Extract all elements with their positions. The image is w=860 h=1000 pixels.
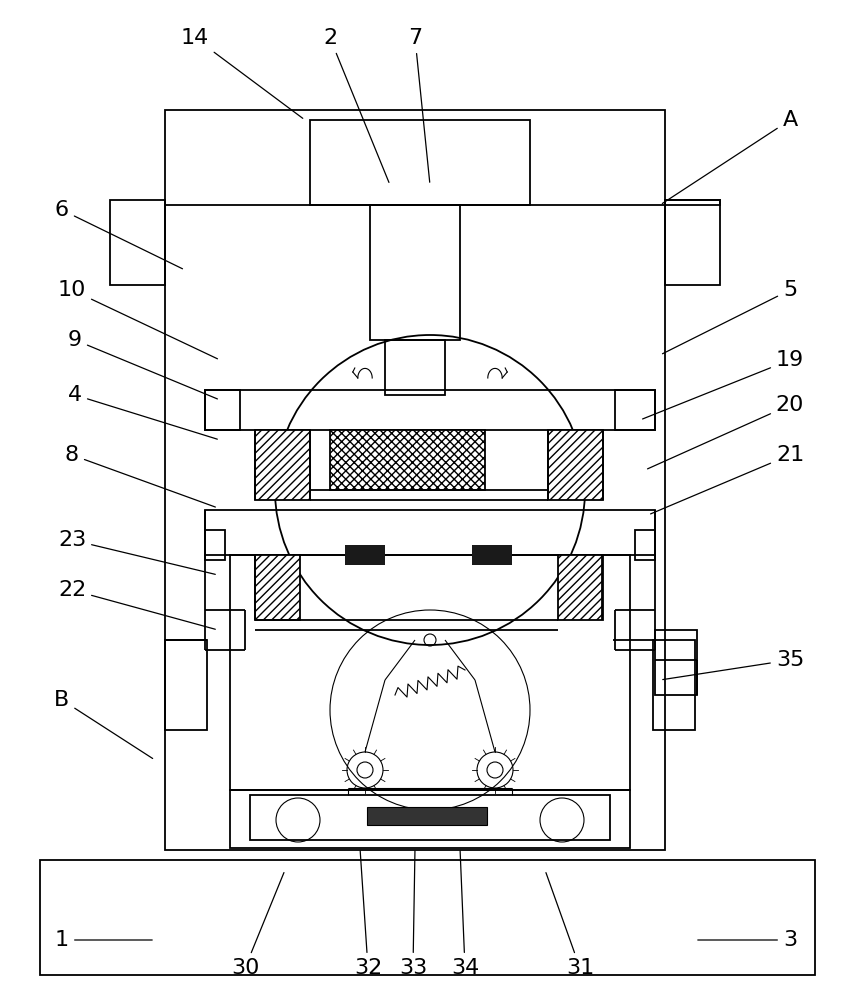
Text: 1: 1: [55, 930, 152, 950]
Bar: [255, 555, 300, 620]
Text: 23: 23: [58, 530, 215, 574]
Text: 31: 31: [546, 873, 594, 978]
Bar: [655, 630, 697, 695]
Text: 9: 9: [68, 330, 218, 399]
Text: 6: 6: [55, 200, 182, 269]
Text: 20: 20: [648, 395, 804, 469]
Bar: [472, 545, 512, 565]
Bar: [40, 860, 815, 975]
Text: A: A: [662, 110, 797, 203]
Bar: [230, 790, 630, 848]
Bar: [548, 430, 603, 500]
Bar: [205, 530, 225, 560]
Text: 5: 5: [662, 280, 797, 354]
Text: 7: 7: [408, 28, 430, 182]
Text: 3: 3: [697, 930, 797, 950]
Text: 8: 8: [65, 445, 215, 507]
Text: 32: 32: [353, 851, 382, 978]
Text: 10: 10: [58, 280, 218, 359]
Bar: [310, 120, 530, 205]
Text: 14: 14: [181, 28, 303, 118]
Text: 34: 34: [451, 851, 479, 978]
Bar: [205, 390, 655, 430]
Bar: [345, 545, 385, 565]
Bar: [205, 390, 240, 430]
Bar: [250, 795, 610, 840]
Bar: [367, 807, 487, 825]
Bar: [665, 200, 720, 205]
Text: 2: 2: [323, 28, 389, 182]
Bar: [635, 530, 655, 560]
Bar: [230, 555, 630, 790]
Bar: [330, 430, 485, 490]
Bar: [165, 110, 665, 850]
Bar: [165, 640, 207, 730]
Text: 19: 19: [642, 350, 804, 419]
Text: 35: 35: [663, 650, 804, 680]
Text: 33: 33: [399, 851, 427, 978]
Text: 4: 4: [68, 385, 218, 439]
Bar: [255, 430, 310, 500]
Bar: [385, 340, 445, 395]
Text: 30: 30: [230, 873, 284, 978]
Bar: [205, 510, 655, 555]
Bar: [110, 200, 165, 285]
Bar: [615, 390, 655, 430]
Text: B: B: [54, 690, 153, 758]
Bar: [665, 200, 720, 285]
Bar: [558, 555, 603, 620]
Bar: [370, 205, 460, 340]
Bar: [653, 640, 695, 730]
Text: 21: 21: [650, 445, 804, 514]
Text: 22: 22: [58, 580, 215, 629]
